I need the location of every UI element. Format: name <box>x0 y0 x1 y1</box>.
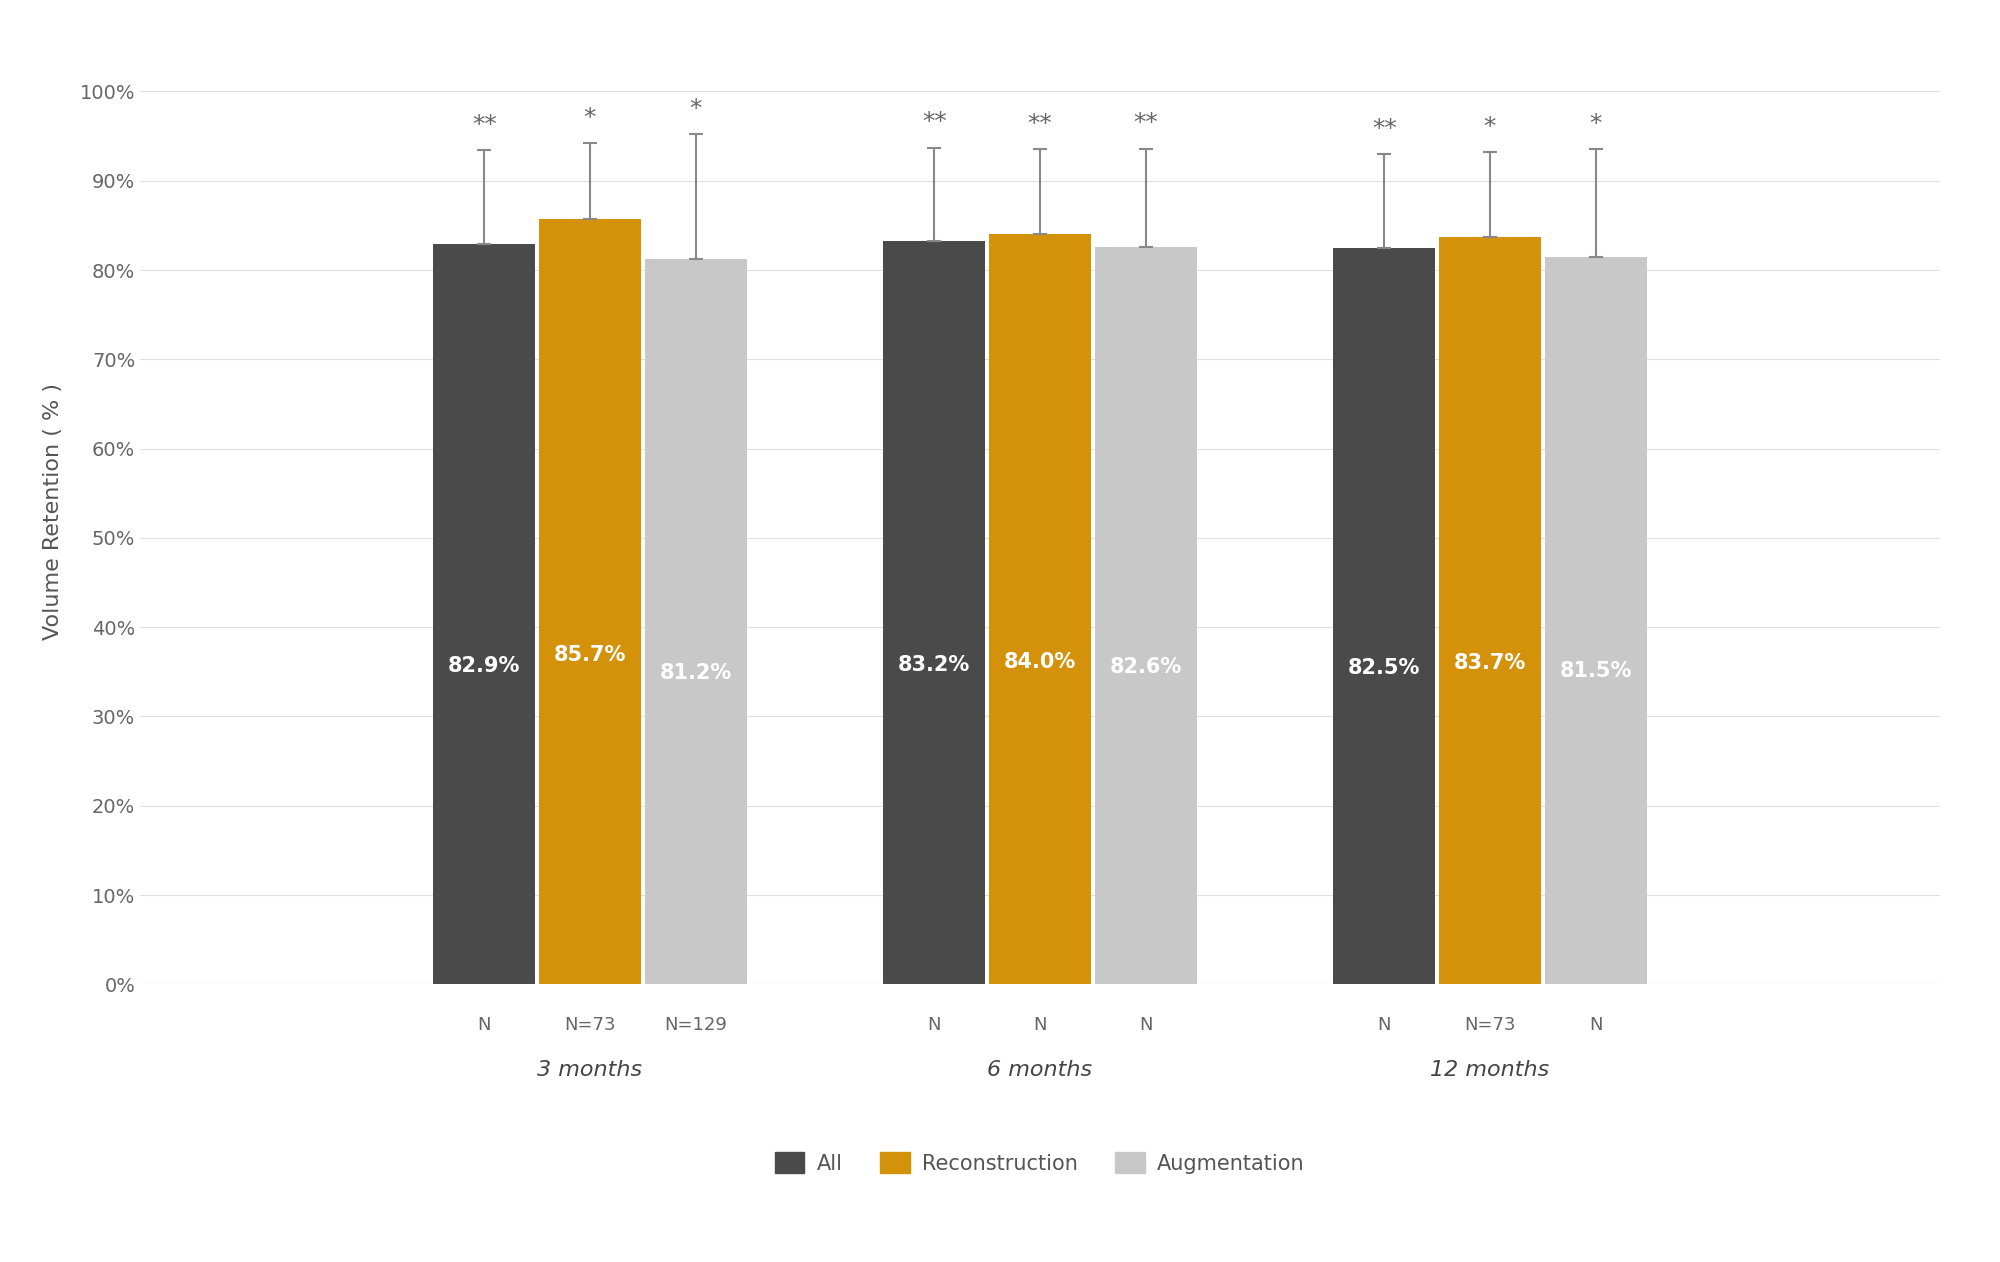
Text: 82.5%: 82.5% <box>1348 658 1420 678</box>
Text: 84.0%: 84.0% <box>1004 652 1076 671</box>
Text: 3 months: 3 months <box>538 1060 642 1080</box>
Text: 83.7%: 83.7% <box>1454 652 1526 673</box>
Text: 82.9%: 82.9% <box>448 656 520 676</box>
Text: N: N <box>1588 1016 1602 1034</box>
Bar <box>434 244 536 984</box>
Text: 85.7%: 85.7% <box>554 645 626 665</box>
Text: N: N <box>1138 1016 1152 1034</box>
Text: 81.5%: 81.5% <box>1560 661 1632 681</box>
Legend: All, Reconstruction, Augmentation: All, Reconstruction, Augmentation <box>766 1143 1314 1182</box>
Text: **: ** <box>1028 112 1052 136</box>
Text: N=73: N=73 <box>1464 1016 1516 1034</box>
Text: *: * <box>1484 115 1496 139</box>
Text: *: * <box>1590 112 1602 136</box>
Text: 12 months: 12 months <box>1430 1060 1550 1080</box>
Text: N=129: N=129 <box>664 1016 728 1034</box>
Text: N=73: N=73 <box>564 1016 616 1034</box>
Bar <box>884 241 986 984</box>
Text: **: ** <box>472 114 496 138</box>
Bar <box>540 220 640 984</box>
Text: 82.6%: 82.6% <box>1110 658 1182 678</box>
Text: **: ** <box>922 110 946 134</box>
Text: 6 months: 6 months <box>988 1060 1092 1080</box>
Text: **: ** <box>1372 116 1396 140</box>
Bar <box>1334 247 1436 984</box>
Text: N: N <box>478 1016 492 1034</box>
Y-axis label: Volume Retention ( % ): Volume Retention ( % ) <box>42 382 62 640</box>
Bar <box>990 235 1090 984</box>
Text: *: * <box>690 97 702 121</box>
Bar <box>1544 256 1646 984</box>
Text: N: N <box>1034 1016 1046 1034</box>
Bar <box>644 259 746 984</box>
Text: N: N <box>928 1016 942 1034</box>
Text: **: ** <box>1134 111 1158 135</box>
Bar <box>1440 237 1540 984</box>
Text: 81.2%: 81.2% <box>660 663 732 683</box>
Text: 83.2%: 83.2% <box>898 655 970 675</box>
Bar <box>1094 247 1196 984</box>
Text: *: * <box>584 106 596 130</box>
Text: N: N <box>1378 1016 1392 1034</box>
